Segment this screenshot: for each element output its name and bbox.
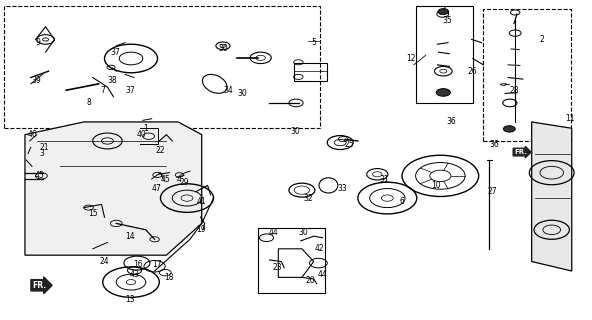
Text: 20: 20 <box>306 276 316 285</box>
Text: 28: 28 <box>509 86 519 95</box>
Text: 30: 30 <box>290 127 300 136</box>
Text: 43: 43 <box>130 270 140 279</box>
Text: 9: 9 <box>36 38 40 47</box>
Text: 29: 29 <box>179 178 189 187</box>
Text: 2: 2 <box>540 35 545 44</box>
Text: 26: 26 <box>468 67 478 76</box>
Text: 44: 44 <box>269 228 278 237</box>
Text: 36: 36 <box>447 117 456 126</box>
Text: 5: 5 <box>311 38 316 47</box>
Text: 46: 46 <box>27 130 37 139</box>
Text: 16: 16 <box>133 260 143 269</box>
Text: 36: 36 <box>489 140 499 148</box>
Bar <box>258 228 326 293</box>
Circle shape <box>438 9 449 14</box>
Text: 3: 3 <box>39 149 44 158</box>
Text: 33: 33 <box>337 184 347 193</box>
Text: 32: 32 <box>303 194 313 203</box>
Text: 4: 4 <box>177 174 182 184</box>
Text: 37: 37 <box>125 86 135 95</box>
Polygon shape <box>532 122 572 271</box>
Text: 13: 13 <box>125 295 134 304</box>
Text: 30: 30 <box>298 228 308 237</box>
Text: 39: 39 <box>32 76 41 85</box>
Text: 11: 11 <box>565 114 575 123</box>
Text: 45: 45 <box>35 172 44 180</box>
Text: 40: 40 <box>136 130 146 139</box>
Polygon shape <box>25 122 202 255</box>
Text: 30: 30 <box>237 89 247 98</box>
Text: 45: 45 <box>160 174 170 184</box>
Text: FR.: FR. <box>514 149 527 155</box>
Text: 12: 12 <box>406 54 416 63</box>
Text: 37: 37 <box>110 48 120 57</box>
Text: 15: 15 <box>88 209 98 219</box>
Text: 8: 8 <box>86 99 91 108</box>
Text: 44: 44 <box>318 270 327 279</box>
Text: 21: 21 <box>39 143 49 152</box>
Text: FR.: FR. <box>32 281 46 290</box>
Circle shape <box>503 126 515 132</box>
Text: 35: 35 <box>442 16 452 25</box>
Text: 38: 38 <box>107 76 117 85</box>
Text: 22: 22 <box>156 146 165 155</box>
Text: 42: 42 <box>315 244 324 253</box>
Text: 47: 47 <box>152 184 162 193</box>
Circle shape <box>436 89 451 96</box>
Text: 7: 7 <box>100 86 105 95</box>
Text: 27: 27 <box>488 187 498 196</box>
Text: 17: 17 <box>152 260 162 269</box>
Text: 18: 18 <box>164 273 173 282</box>
Text: 31: 31 <box>379 174 389 184</box>
Text: 1: 1 <box>143 124 148 133</box>
Text: 41: 41 <box>197 197 207 206</box>
Text: 14: 14 <box>125 232 134 241</box>
Bar <box>294 63 327 81</box>
Text: 25: 25 <box>344 140 354 148</box>
Text: 10: 10 <box>432 181 441 190</box>
Text: 19: 19 <box>196 225 205 234</box>
Text: 6: 6 <box>400 197 404 206</box>
Text: 24: 24 <box>99 257 110 266</box>
Text: 23: 23 <box>272 263 282 272</box>
Text: 30: 30 <box>218 44 228 53</box>
Text: 34: 34 <box>223 86 233 95</box>
